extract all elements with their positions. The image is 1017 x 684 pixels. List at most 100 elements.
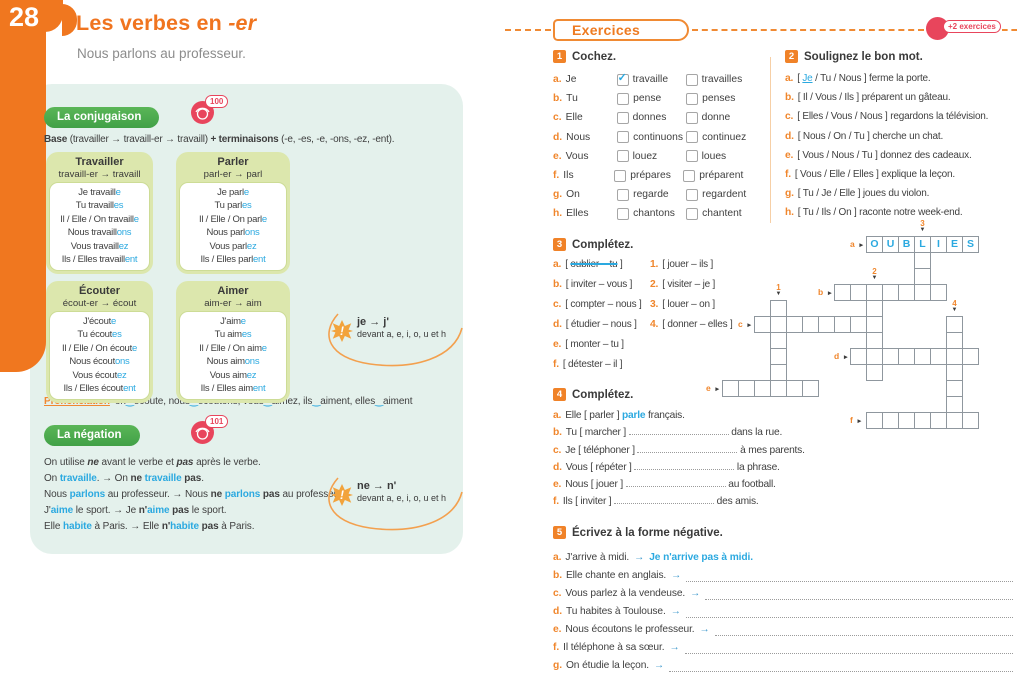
checkbox[interactable]	[685, 150, 698, 163]
crossword-cell[interactable]	[770, 300, 787, 317]
answer-blank[interactable]	[637, 443, 738, 453]
crossword-cell[interactable]	[946, 332, 963, 349]
answer-blank[interactable]	[685, 607, 1013, 618]
crossword-cell[interactable]	[898, 348, 915, 365]
text-segment: .	[201, 473, 204, 484]
answer-blank[interactable]	[669, 661, 1013, 672]
crossword-cell[interactable]	[850, 348, 867, 365]
verb-ending: e	[133, 213, 139, 225]
unit-number-tab	[0, 0, 63, 32]
crossword-cell[interactable]	[786, 316, 803, 333]
crossword-cell[interactable]	[946, 412, 963, 429]
checkbox[interactable]	[614, 169, 627, 182]
audio-track-icon[interactable]: 101	[191, 415, 229, 444]
answer-blank[interactable]	[625, 477, 726, 488]
answer-blank[interactable]	[714, 625, 1013, 636]
answer-blank[interactable]	[614, 494, 715, 505]
crossword-cell[interactable]	[818, 316, 835, 333]
answer-blank[interactable]	[705, 589, 1013, 600]
checkbox[interactable]	[617, 131, 630, 144]
answer-blank[interactable]	[634, 460, 735, 470]
exercise-title: Complétez.	[572, 388, 634, 401]
text-segment: aiment, elles	[320, 396, 376, 407]
audio-track-icon[interactable]: 100	[191, 95, 229, 124]
arrow-right-icon: →	[669, 641, 680, 653]
crossword-cell[interactable]	[898, 284, 915, 301]
crossword-cell[interactable]: U	[882, 236, 899, 253]
crossword-cell[interactable]	[770, 380, 787, 397]
crossword-cell[interactable]	[834, 316, 851, 333]
crossword-cell[interactable]	[946, 380, 963, 397]
crossword-cell[interactable]	[770, 348, 787, 365]
checkbox[interactable]	[617, 188, 630, 201]
verb-ending: ent	[124, 254, 138, 266]
crossword-cell[interactable]	[882, 348, 899, 365]
crossword-cell[interactable]	[770, 332, 787, 349]
crossword-cell[interactable]	[882, 284, 899, 301]
verb-ending: e	[243, 187, 249, 198]
crossword-cell[interactable]: I	[930, 236, 947, 253]
checkbox[interactable]	[685, 73, 698, 86]
crossword-cell[interactable]	[754, 316, 771, 333]
crossword-cell[interactable]	[802, 316, 819, 333]
crossword-cell[interactable]: E	[946, 236, 963, 253]
crossword-cell[interactable]	[866, 284, 883, 301]
crossword-cell[interactable]	[770, 316, 787, 333]
pointer-down-icon: ▼	[919, 227, 926, 233]
crossword-cell[interactable]	[914, 268, 931, 285]
checkbox[interactable]	[683, 169, 696, 182]
crossword-cell[interactable]: O	[866, 236, 883, 253]
exercise-5-header: 5 Écrivez à la forme négative.	[553, 526, 1013, 539]
crossword-cell[interactable]	[946, 364, 963, 381]
checkbox[interactable]	[686, 92, 699, 105]
checkbox[interactable]	[616, 111, 629, 124]
crossword-cell[interactable]	[802, 380, 819, 397]
alert-starburst-icon: !	[331, 320, 353, 342]
checkbox[interactable]	[685, 111, 698, 124]
checkbox-option: penses	[686, 92, 755, 105]
crossword-cell[interactable]	[898, 412, 915, 429]
conjugated-form: Vous écoutez	[50, 369, 149, 382]
underline-choice-item: f.[ Vous / Elle / Elles ] explique la le…	[785, 165, 1017, 184]
crossword-cell[interactable]	[930, 412, 947, 429]
checkbox[interactable]	[617, 92, 630, 105]
crossword-cell[interactable]: S	[962, 236, 979, 253]
crossword-cell[interactable]	[866, 316, 883, 333]
crossword-cell[interactable]: B	[898, 236, 915, 253]
crossword-cell[interactable]	[930, 348, 947, 365]
checkbox-option: continuez	[686, 131, 755, 144]
checkbox[interactable]	[686, 207, 699, 220]
checkbox-checked[interactable]: ✓	[616, 72, 629, 86]
crossword-cell[interactable]	[866, 332, 883, 349]
crossword-cell[interactable]	[914, 236, 931, 253]
crossword-cell[interactable]	[770, 364, 787, 381]
checkbox[interactable]	[617, 207, 630, 220]
crossword-cell[interactable]	[946, 348, 963, 365]
extra-exercises-badge[interactable]: +2 exercices	[926, 17, 1001, 40]
verb-ending: es	[113, 200, 124, 212]
crossword-cell[interactable]	[914, 284, 931, 301]
checkbox[interactable]	[686, 131, 699, 144]
crossword-cell[interactable]	[946, 316, 963, 333]
answer-blank[interactable]	[686, 571, 1013, 582]
crossword-cell[interactable]	[962, 348, 979, 365]
verb-stem: Tu aim	[214, 329, 242, 341]
crossword-cell[interactable]	[946, 396, 963, 413]
answer-blank[interactable]	[684, 643, 1013, 654]
crossword-cell[interactable]	[914, 348, 931, 365]
crossword-cell[interactable]	[866, 348, 883, 365]
crossword-cell[interactable]	[930, 284, 947, 301]
exercise-title: Cochez.	[572, 50, 617, 63]
crossword-cell[interactable]	[914, 252, 931, 269]
crossword-cell[interactable]	[834, 284, 851, 301]
checkbox-row: c. Elle donnes donne	[553, 108, 769, 127]
answer-blank[interactable]	[628, 425, 729, 436]
crossword-cell[interactable]	[866, 364, 883, 381]
crossword-cell[interactable]	[914, 412, 931, 429]
crossword-cell[interactable]	[850, 316, 867, 333]
crossword-cell[interactable]	[850, 284, 867, 301]
checkbox[interactable]	[616, 150, 629, 163]
crossword-cell[interactable]	[866, 300, 883, 317]
checkbox[interactable]	[686, 188, 699, 201]
crossword-cell[interactable]	[962, 412, 979, 429]
